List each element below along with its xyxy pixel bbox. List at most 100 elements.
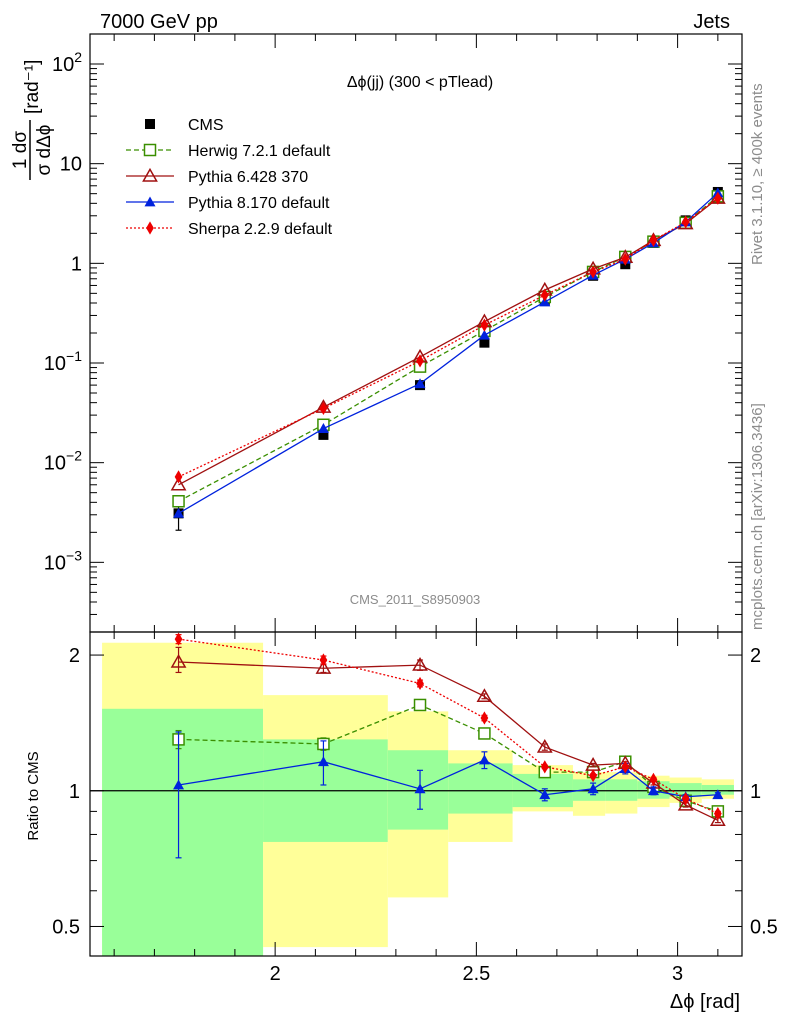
main-y-tick-label: 10−2	[44, 448, 82, 475]
point-sherpa	[714, 806, 722, 821]
point-cms	[479, 337, 490, 348]
point-sherpa	[416, 676, 424, 691]
ratio-y-tick-label-right: 1	[750, 781, 761, 803]
main-y-tick-label: 1	[71, 253, 82, 275]
point-herwig	[478, 727, 491, 740]
main-plot-series	[170, 186, 726, 531]
ratio-plot-series	[170, 632, 726, 859]
main-y-tick-label: 102	[52, 49, 82, 76]
x-tick-label: 3	[672, 963, 683, 985]
point-sherpa	[174, 632, 183, 646]
main-title: Δϕ(jj) (300 < pTlead)	[347, 74, 493, 91]
inner-band-bin	[572, 779, 606, 801]
x-tick-label: 2	[270, 963, 281, 985]
legend-label: Pythia 6.428 370	[188, 169, 308, 186]
legend-marker	[146, 221, 154, 235]
series-sherpa	[174, 191, 722, 484]
series-sherpa	[174, 632, 722, 821]
point-pythia6	[677, 796, 694, 811]
ylabel-denominator: σ dΔϕ	[34, 125, 55, 176]
point-sherpa	[174, 470, 183, 484]
point-pythia8	[539, 789, 551, 800]
point-sherpa	[589, 769, 597, 783]
main-y-tick-label: 10	[60, 154, 82, 176]
ratio-y-tick-label-right: 2	[750, 645, 761, 667]
x-axis-label: Δϕ [rad]	[670, 991, 740, 1013]
legend-label: CMS	[188, 117, 224, 134]
header-left: 7000 GeV pp	[100, 11, 218, 33]
ratio-y-tick-label-left: 0.5	[52, 916, 80, 938]
point-sherpa	[621, 252, 630, 266]
point-pythia8	[587, 783, 599, 794]
legend-marker	[142, 167, 158, 182]
ratio-frame	[89, 631, 743, 957]
point-pythia8	[414, 378, 426, 389]
series-line-sherpa	[178, 638, 719, 815]
legend-marker	[144, 196, 156, 207]
point-sherpa	[649, 772, 658, 786]
ylabel-unit: [rad⁻¹]	[22, 60, 43, 114]
point-pythia8	[317, 756, 329, 767]
point-herwig	[413, 698, 427, 712]
series-cms	[173, 186, 723, 531]
legend-marker	[145, 119, 155, 129]
series-herwig	[172, 190, 725, 508]
point-pythia6	[315, 660, 332, 674]
main-y-axis-label: 1 dσ σ dΔϕ [rad⁻¹]	[10, 60, 55, 180]
series-line-pythia6	[178, 197, 719, 486]
axes: 10−3 10−2 10−1 1 10 102 2 2.5 3 0.5 0.5 1 1 2 2	[44, 33, 778, 985]
point-cms	[318, 429, 329, 440]
ratio-y-tick-label-left: 2	[69, 645, 80, 667]
point-pythia6	[412, 656, 428, 671]
point-pythia8	[712, 789, 724, 800]
ylabel-numerator: 1 dσ	[10, 131, 31, 169]
point-sherpa	[540, 760, 549, 774]
series-line-pythia8	[178, 759, 718, 798]
point-sherpa	[416, 354, 424, 368]
legend: CMS Herwig 7.2.1 default Pythia 6.428 370 P…	[126, 117, 333, 238]
inner-band-bin	[102, 708, 264, 956]
inner-band-bin	[605, 779, 638, 801]
point-pythia8	[173, 779, 185, 790]
point-sherpa	[649, 233, 658, 247]
point-sherpa	[681, 215, 690, 229]
point-pythia8	[478, 754, 490, 765]
ratio-y-axis-label: Ratio to CMS	[25, 751, 42, 840]
legend-label: Sherpa 2.2.9 default	[188, 221, 333, 238]
side-label-mcplots: mcplots.cern.ch [arXiv:1306.3436]	[749, 403, 766, 630]
header-right: Jets	[693, 11, 730, 33]
legend-item-cms: CMS	[145, 117, 224, 134]
ratio-y-tick-label-right: 0.5	[750, 916, 778, 938]
point-pythia6	[709, 812, 726, 826]
point-sherpa	[480, 711, 489, 725]
point-sherpa	[540, 288, 549, 302]
watermark: CMS_2011_S8950903	[350, 592, 481, 607]
main-y-tick-label: 10−1	[44, 348, 82, 375]
legend-label: Pythia 8.170 default	[188, 195, 330, 212]
side-label-rivet: Rivet 3.1.10, ≥ 400k events	[749, 83, 766, 265]
point-pythia6	[536, 738, 553, 753]
ratio-y-tick-label-left: 1	[69, 781, 80, 803]
series-pythia8	[173, 731, 724, 859]
point-sherpa	[480, 318, 489, 332]
point-herwig	[172, 495, 185, 508]
point-sherpa	[681, 792, 690, 806]
legend-item-herwig: Herwig 7.2.1 default	[126, 143, 331, 160]
x-tick-label: 2.5	[462, 963, 490, 985]
point-pythia6	[476, 688, 493, 703]
point-pythia6	[170, 476, 187, 491]
series-line-herwig	[178, 195, 719, 502]
series-line-sherpa	[178, 197, 719, 478]
legend-item-sherpa: Sherpa 2.2.9 default	[126, 221, 333, 238]
legend-label: Herwig 7.2.1 default	[188, 143, 331, 160]
point-pythia8	[478, 329, 490, 340]
main-y-tick-label: 10−3	[44, 547, 82, 574]
point-pythia8	[317, 423, 329, 433]
point-sherpa	[319, 401, 328, 416]
legend-item-pythia6: Pythia 6.428 370	[126, 167, 308, 186]
point-pythia8	[647, 785, 659, 796]
legend-item-pythia8: Pythia 8.170 default	[126, 195, 330, 212]
point-pythia6	[170, 653, 187, 668]
series-line-pythia8	[178, 192, 719, 514]
